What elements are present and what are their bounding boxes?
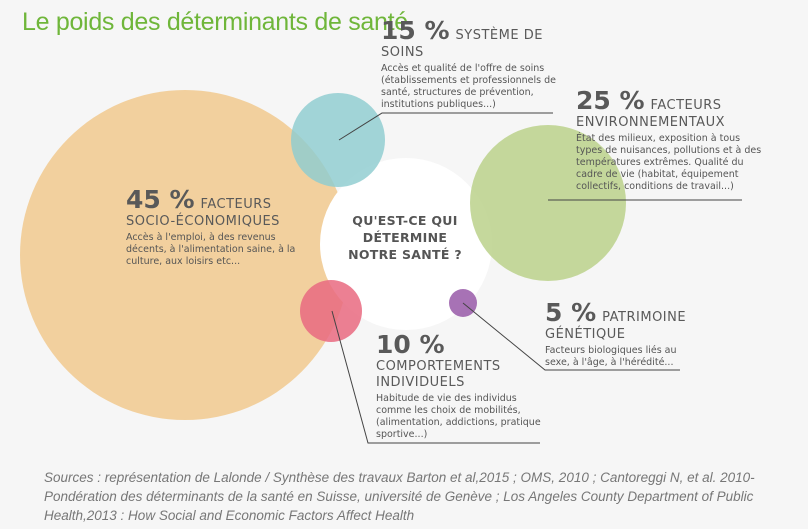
care-system-percent: 15 % <box>381 16 450 45</box>
determinant-environmental: 25 % FACTEURS ENVIRONNEMENTAUX État des m… <box>576 86 762 193</box>
circle-care-system <box>291 93 385 187</box>
socio-economic-percent: 45 % <box>126 185 195 214</box>
circle-environmental <box>470 125 626 281</box>
determinant-care-system: 15 % SYSTÈME DE SOINS Accès et qualité de… <box>381 16 571 111</box>
determinant-socio-economic: 45 % FACTEURS SOCIO-ÉCONOMIQUES Accès à l… <box>126 185 296 268</box>
behaviours-description: Habitude de vie des individus comme les … <box>376 393 541 440</box>
socio-economic-description: Accès à l'emploi, à des revenus décents,… <box>126 232 296 267</box>
behaviours-head-rest: COMPORTEMENTS INDIVIDUELS <box>376 359 501 390</box>
socio-economic-head-first: FACTEURS <box>200 197 272 212</box>
genetic-description: Facteurs biologiques liés au sexe, à l'â… <box>545 345 677 368</box>
center-question: QU'EST-CE QUI DÉTERMINE NOTRE SANTÉ ? <box>348 213 462 262</box>
leader-genetic <box>462 302 680 371</box>
behaviours-percent: 10 % <box>376 330 445 359</box>
care-system-head-first: SYSTÈME DE <box>455 28 543 43</box>
circle-socio-economic <box>20 90 350 420</box>
leader-behaviours <box>331 310 540 444</box>
care-system-head-rest: SOINS <box>381 45 424 60</box>
socio-economic-head-rest: SOCIO-ÉCONOMIQUES <box>126 214 280 229</box>
page-title: Le poids des déterminants de santé <box>22 8 408 36</box>
circle-behaviours <box>300 280 362 342</box>
genetic-head-first: PATRIMOINE <box>602 310 687 325</box>
sources-note: Sources : représentation de Lalonde / Sy… <box>44 470 755 523</box>
environmental-description: État des milieux, exposition à tous type… <box>576 133 762 192</box>
environmental-percent: 25 % <box>576 86 645 115</box>
environmental-head-first: FACTEURS <box>650 98 722 113</box>
determinant-behaviours: 10 % COMPORTEMENTS INDIVIDUELS Habitude … <box>376 330 541 441</box>
determinant-genetic: 5 % PATRIMOINE GÉNÉTIQUE Facteurs biologi… <box>545 298 695 369</box>
genetic-head-rest: GÉNÉTIQUE <box>545 327 626 342</box>
genetic-percent: 5 % <box>545 298 597 327</box>
leader-care-system <box>338 112 553 141</box>
care-system-description: Accès et qualité de l'offre de soins (ét… <box>381 63 557 110</box>
circle-center <box>320 158 492 330</box>
environmental-head-rest: ENVIRONNEMENTAUX <box>576 115 725 130</box>
